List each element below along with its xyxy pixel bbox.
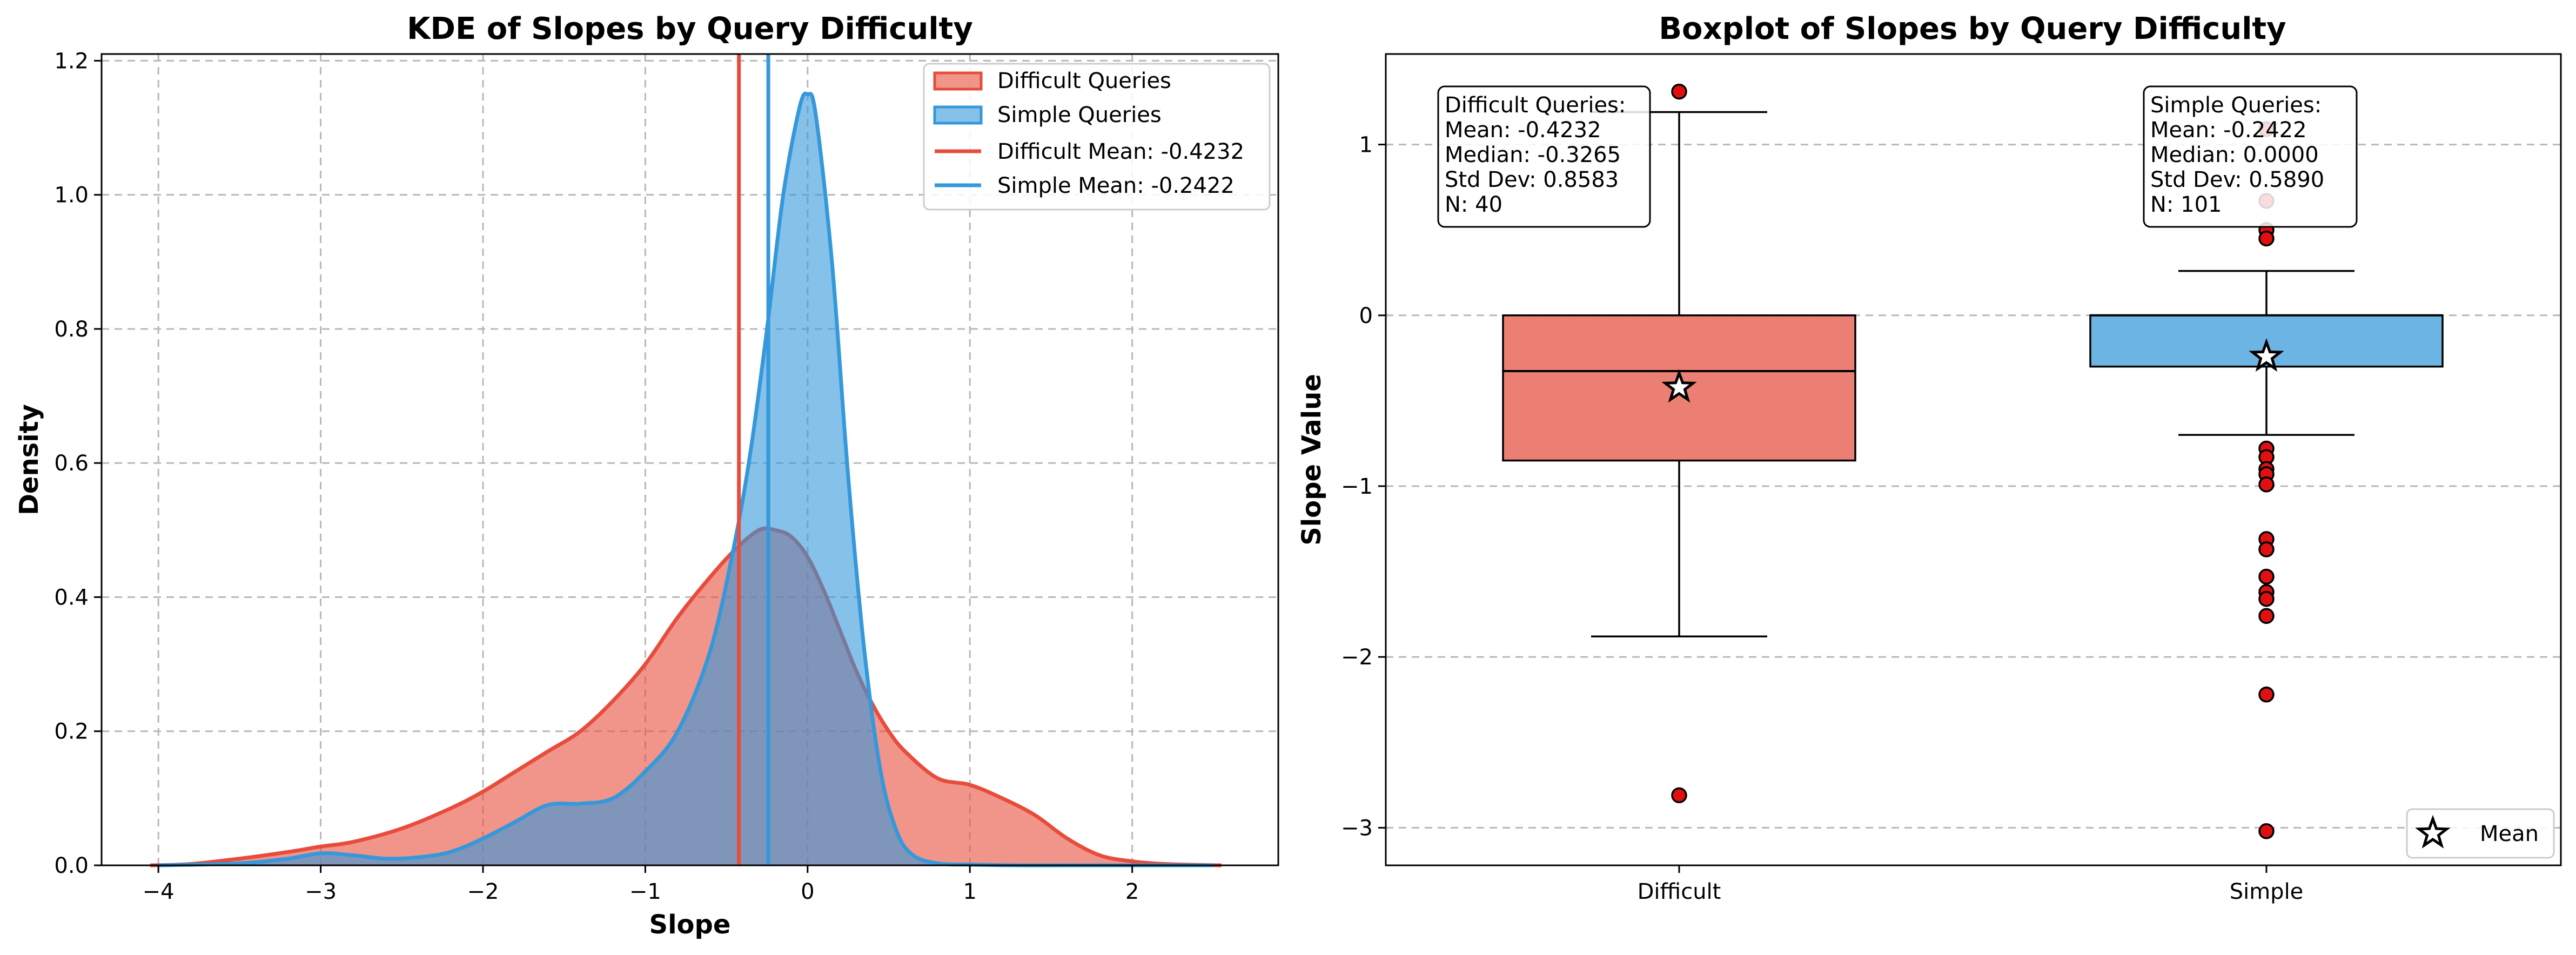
legend-label-difficult: Difficult Queries [997,69,1171,93]
kde-y-tick-label: 1.2 [54,49,89,73]
box-y-axis-label: Slope Value [1297,374,1327,546]
outlier-point-difficult [1671,787,1687,804]
kde-y-tick-label: 0.0 [54,853,89,878]
mean-star-difficult-icon [1661,369,1697,403]
stat-line: Simple Queries: [2150,93,2322,118]
box-y-tick-label: 0 [1359,304,1373,328]
kde-x-tick-label: −2 [467,879,499,904]
kde-x-tick-label: −3 [305,879,337,904]
outlier-point-simple [2258,541,2275,557]
box-grid [1386,144,2561,829]
kde-y-tick-label: 0.4 [54,585,89,610]
kde-plot-frame [100,53,1279,866]
stat-line: Mean: -0.4232 [1445,118,1601,143]
stat-line: Median: -0.3265 [1445,143,1621,167]
outlier-point-simple [2258,590,2275,607]
outlier-point-simple [2258,230,2275,247]
kde-legend-box [923,63,1271,211]
kde-y-tick-label: 0.2 [54,719,89,744]
legend-label-difficult-mean: Difficult Mean: -0.4232 [997,139,1244,164]
outlier-point-simple [2258,476,2275,493]
stat-line: Std Dev: 0.8583 [1445,167,1619,192]
kde-areas [150,91,1222,867]
box-y-tick-label: −1 [1341,474,1373,499]
kde-area-difficult [150,528,1222,865]
stat-box-simple [2143,85,2358,228]
stat-line: Mean: -0.2422 [2150,118,2307,143]
kde-x-tick-label: 2 [1125,879,1139,904]
stat-line: N: 101 [2150,192,2222,217]
stat-line: N: 40 [1445,192,1502,217]
kde-mean-lines [737,54,770,865]
kde-y-axis-label: Density [14,404,44,515]
outlier-point-simple [2258,687,2275,703]
box-panel: Boxplot of Slopes by Query Difficulty −3… [1297,11,2562,904]
kde-x-tick-label: 0 [801,879,814,904]
box-legend-box [2406,808,2555,859]
kde-ticks: −4 −3 −2 −1 0 1 2 0.0 0.2 0.4 0.6 0.8 1.0 1.2 [54,49,1139,904]
kde-curve-simple [158,91,1213,867]
kde-x-tick-label: 1 [963,879,976,904]
kde-x-axis-label: Slope [649,910,731,940]
legend-swatch-simple [933,105,983,125]
box-stat-annotations: Difficult Queries: Mean: -0.4232 Median:… [1437,85,2358,228]
mean-star-simple-icon [2249,338,2284,372]
kde-title: KDE of Slopes by Query Difficulty [407,11,973,46]
legend-mean-star-icon [2415,815,2451,849]
kde-y-tick-label: 0.8 [54,317,89,342]
legend-label-mean: Mean [2480,822,2539,846]
stat-line: Median: 0.0000 [2150,143,2319,167]
kde-legend: Difficult Queries Simple Queries Difficu… [923,63,1271,211]
stat-line: Std Dev: 0.5890 [2150,167,2324,192]
box-legend: Mean [2406,808,2555,859]
stat-box-difficult [1437,85,1651,228]
outlier-point-difficult [1671,83,1687,100]
stat-line: Difficult Queries: [1445,93,1626,118]
box-y-tick-label: 1 [1359,133,1373,158]
box-y-tick-label: −3 [1341,816,1373,840]
kde-y-tick-label: 1.0 [54,183,89,208]
kde-y-tick-label: 0.6 [54,451,89,476]
box-plot-frame [1385,53,2562,866]
legend-swatch-difficult [933,71,983,91]
kde-x-tick-label: −1 [629,879,661,904]
box-x-tick-label: Difficult [1638,879,1721,904]
box-y-tick-label: −2 [1341,645,1373,670]
kde-panel: KDE of Slopes by Query Difficulty −4 −3 −2… [14,11,1279,940]
legend-label-simple-mean: Simple Mean: -0.2422 [997,173,1235,198]
box-x-tick-label: Simple [2230,879,2304,904]
kde-x-tick-label: −4 [143,879,175,904]
outlier-point-simple [2258,823,2275,839]
box-ticks: −3 −2 −1 0 1 Difficult Simple [1341,133,2303,904]
legend-label-simple: Simple Queries [997,103,1162,127]
outlier-point-simple [2258,608,2275,624]
box-marks [1502,83,2444,839]
box-title: Boxplot of Slopes by Query Difficulty [1659,11,2286,46]
outlier-point-simple [2258,568,2275,585]
